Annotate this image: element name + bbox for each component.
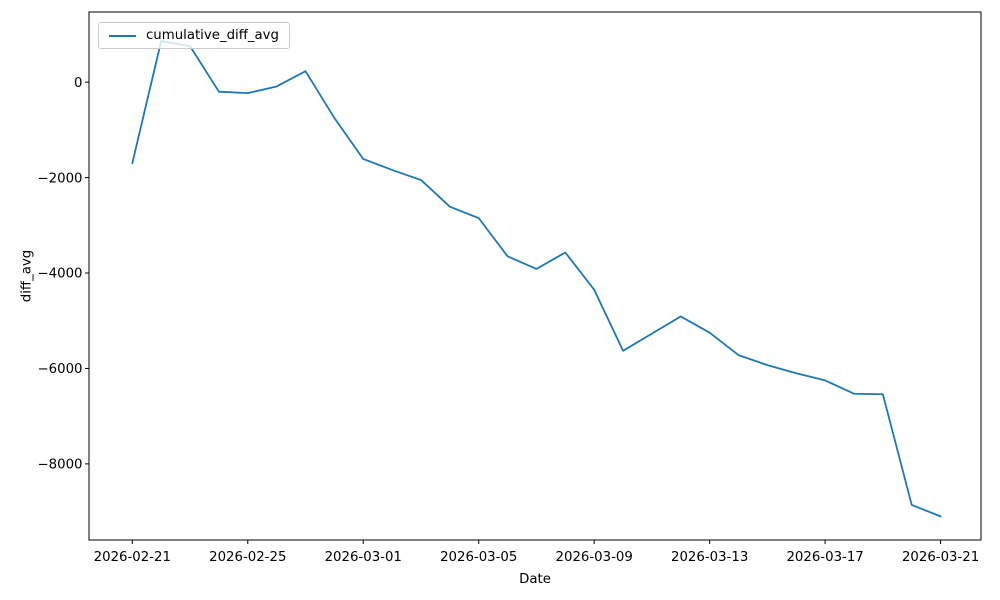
y-tick-label: −6000: [38, 362, 83, 377]
legend-line-swatch: [109, 34, 136, 37]
x-tick-label: 2026-02-25: [209, 550, 286, 565]
x-tick-label: 2026-03-13: [671, 550, 748, 565]
plot-border: [88, 11, 982, 541]
y-tick-label: −2000: [38, 171, 83, 186]
x-tick-label: 2026-03-09: [556, 550, 633, 565]
x-tick-label: 2026-03-17: [786, 550, 863, 565]
legend: cumulative_diff_avg: [98, 22, 290, 49]
series-line: [131, 40, 942, 518]
y-axis-label: diff_avg: [19, 249, 35, 303]
x-tick-label: 2026-03-01: [325, 550, 402, 565]
x-tick-label: 2026-03-05: [440, 550, 517, 565]
legend-label: cumulative_diff_avg: [146, 28, 279, 43]
y-tick-label: −4000: [38, 267, 83, 282]
x-tick-label: 2026-02-21: [94, 550, 171, 565]
y-tick-label: 0: [74, 76, 82, 91]
y-tick-label: −8000: [38, 458, 83, 473]
x-axis-label: Date: [519, 572, 551, 587]
x-tick-label: 2026-03-21: [902, 550, 979, 565]
